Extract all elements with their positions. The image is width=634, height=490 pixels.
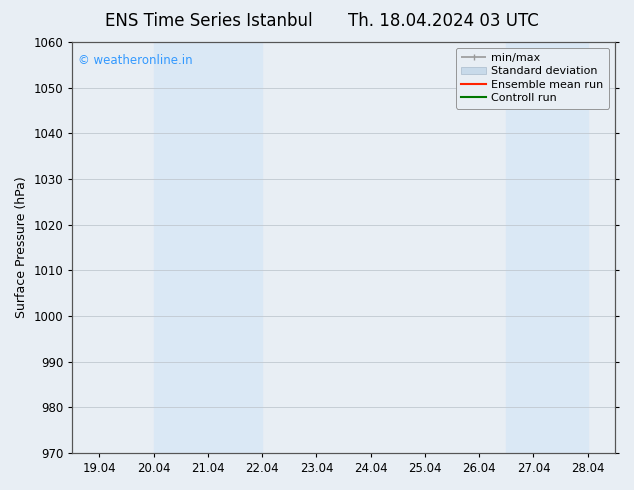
Bar xyxy=(153,42,262,453)
Text: ENS Time Series Istanbul: ENS Time Series Istanbul xyxy=(105,12,313,30)
Legend: min/max, Standard deviation, Ensemble mean run, Controll run: min/max, Standard deviation, Ensemble me… xyxy=(456,48,609,109)
Text: © weatheronline.in: © weatheronline.in xyxy=(78,54,192,68)
Y-axis label: Surface Pressure (hPa): Surface Pressure (hPa) xyxy=(15,176,28,318)
Bar xyxy=(507,42,588,453)
Text: Th. 18.04.2024 03 UTC: Th. 18.04.2024 03 UTC xyxy=(349,12,539,30)
